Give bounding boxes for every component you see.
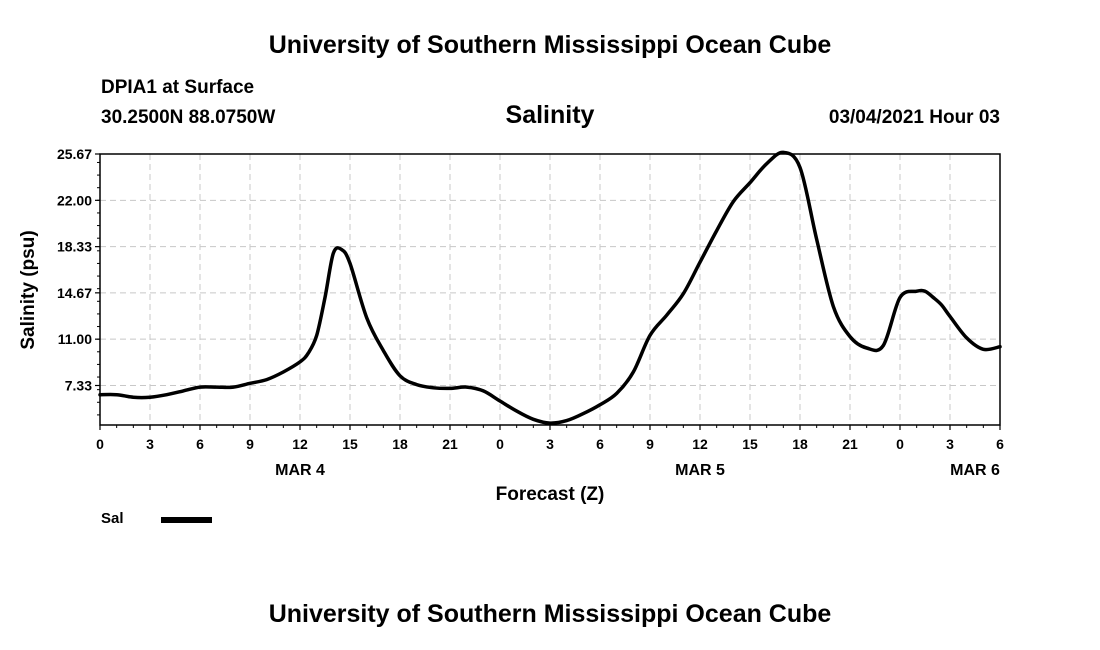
x-tick-label: 6 bbox=[996, 436, 1004, 452]
x-tick-label: 0 bbox=[96, 436, 104, 452]
y-tick-label: 18.33 bbox=[57, 239, 92, 255]
y-tick-label: 25.67 bbox=[57, 146, 92, 162]
x-tick-label: 12 bbox=[692, 436, 708, 452]
x-tick-label: 15 bbox=[342, 436, 358, 452]
coordinates-label: 30.2500N 88.0750W bbox=[101, 107, 276, 128]
y-tick-label: 11.00 bbox=[58, 331, 92, 347]
x-tick-label: 3 bbox=[946, 436, 954, 452]
x-axis-label: Forecast (Z) bbox=[496, 484, 605, 505]
page-title: University of Southern Mississippi Ocean… bbox=[268, 31, 832, 59]
x-tick-label: 3 bbox=[546, 436, 554, 452]
legend-swatch bbox=[161, 517, 212, 523]
x-tick-label: 9 bbox=[246, 436, 254, 452]
x-tick-label: 6 bbox=[596, 436, 604, 452]
day-label: MAR 4 bbox=[275, 462, 325, 479]
day-label: MAR 6 bbox=[950, 462, 1000, 479]
x-tick-label: 21 bbox=[842, 436, 858, 452]
series-line-sal bbox=[98, 150, 1002, 425]
x-tick-label: 0 bbox=[496, 436, 504, 452]
y-tick-label: 7.33 bbox=[65, 377, 92, 393]
x-tick-label: 12 bbox=[292, 436, 308, 452]
y-tick-label: 22.00 bbox=[57, 192, 92, 208]
x-tick-label: 18 bbox=[792, 436, 808, 452]
x-tick-label: 6 bbox=[196, 436, 204, 452]
footer-title: University of Southern Mississippi Ocean… bbox=[268, 600, 832, 628]
series-layer bbox=[98, 150, 1002, 425]
x-tick-label: 9 bbox=[646, 436, 654, 452]
forecast-datetime: 03/04/2021 Hour 03 bbox=[828, 107, 1000, 128]
x-tick-label: 15 bbox=[742, 436, 758, 452]
grid-lines bbox=[99, 153, 1001, 425]
x-axis: 0 3 6 9 12 15 18 21 0 3 6 9 12 15 18 21 0 3 6 MAR 4 MAR 5 MAR… bbox=[96, 425, 1004, 479]
chart-subtitle: Salinity bbox=[505, 101, 595, 129]
y-axis-label: Salinity (psu) bbox=[18, 230, 39, 349]
x-tick-label: 0 bbox=[896, 436, 904, 452]
y-axis: 7.33 11.00 14.67 18.33 22.00 25.67 bbox=[57, 146, 100, 416]
day-label: MAR 5 bbox=[675, 462, 725, 479]
x-tick-label: 18 bbox=[392, 436, 408, 452]
legend-label: Sal bbox=[101, 510, 124, 527]
y-tick-label: 14.67 bbox=[57, 285, 92, 301]
x-tick-label: 21 bbox=[442, 436, 458, 452]
station-label: DPIA1 at Surface bbox=[101, 77, 255, 98]
x-tick-label: 3 bbox=[146, 436, 154, 452]
